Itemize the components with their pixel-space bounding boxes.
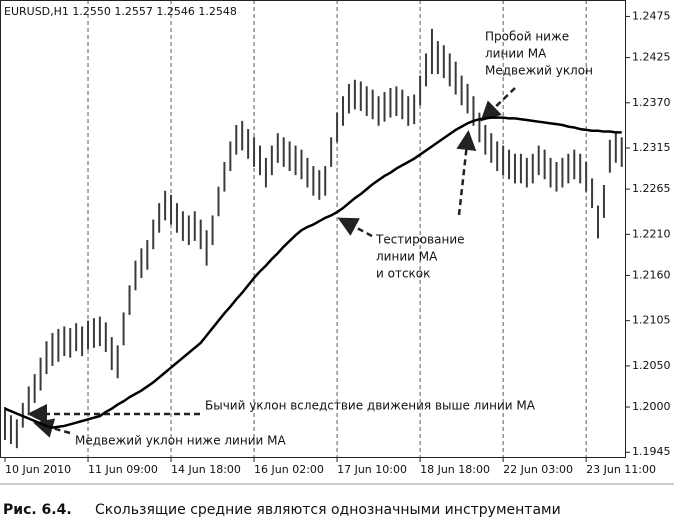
arrow	[480, 87, 516, 122]
arrow	[337, 217, 373, 238]
x-tick-label: 18 Jun 18:00	[420, 463, 490, 476]
chart-header: EURUSD,H1 1.2550 1.2557 1.2546 1.2548	[4, 5, 237, 18]
annotation: Медвежий уклон ниже линии MA	[75, 434, 286, 448]
x-tick-label: 17 Jun 10:00	[337, 463, 407, 476]
y-tick-label: 1.2210	[632, 227, 671, 240]
moving-average	[4, 116, 622, 429]
arrow	[456, 130, 477, 216]
y-tick-label: 1.2050	[632, 359, 671, 372]
y-tick-label: 1.2370	[632, 96, 671, 109]
y-tick-label: 1.2000	[632, 400, 671, 413]
y-tick-label: 1.2105	[632, 314, 671, 327]
caption-text: Скользящие средние являются однозначными…	[95, 502, 561, 518]
annotation: линии MA	[376, 250, 438, 264]
x-tick-label: 11 Jun 09:00	[88, 463, 158, 476]
x-tick-label: 10 Jun 2010	[5, 463, 71, 476]
y-tick-label: 1.2265	[632, 182, 671, 195]
annotation: Медвежий уклон	[485, 64, 593, 78]
x-tick-label: 14 Jun 18:00	[171, 463, 241, 476]
annotation: Бычий уклон вследствие движения выше лин…	[205, 399, 536, 413]
y-tick-label: 1.2425	[632, 51, 671, 64]
y-tick-label: 1.2475	[632, 9, 671, 22]
x-tick-label: 16 Jun 02:00	[254, 463, 324, 476]
annotation: линии MA	[485, 47, 547, 61]
y-tick-label: 1.2160	[632, 268, 671, 281]
y-tick-label: 1.1945	[632, 445, 671, 458]
x-tick-label: 22 Jun 03:00	[503, 463, 573, 476]
x-tick-label: 23 Jun 11:00	[586, 463, 656, 476]
arrow	[33, 418, 71, 438]
caption-label: Рис. 6.4.	[3, 502, 72, 518]
y-tick-label: 1.2315	[632, 141, 671, 154]
annotation: и отскок	[376, 267, 430, 281]
annotation: Пробой ниже	[485, 30, 569, 44]
plot-frame	[0, 0, 626, 458]
annotation: Тестирование	[375, 233, 465, 247]
